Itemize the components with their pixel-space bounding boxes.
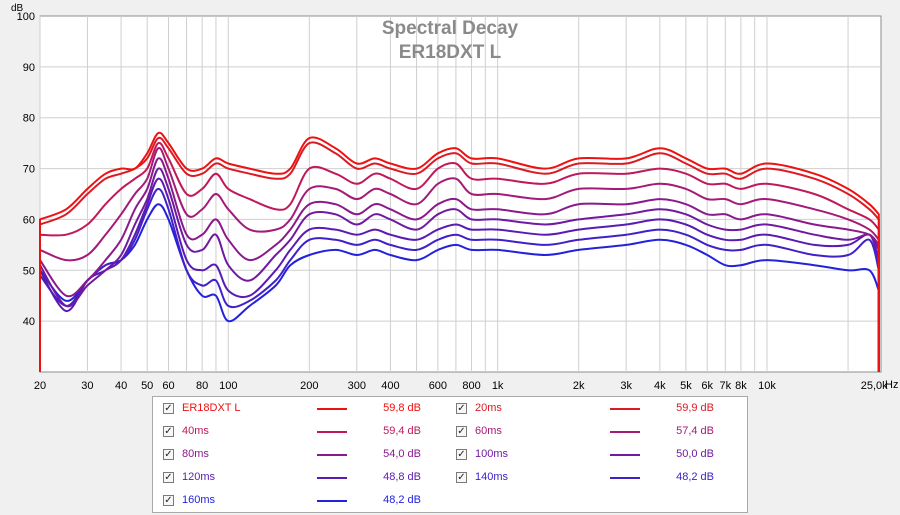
legend-entry: ✓ 120ms 48,8 dB bbox=[163, 470, 433, 486]
y-axis-unit-label: dB bbox=[11, 3, 24, 14]
legend-series-name: 100ms bbox=[475, 448, 509, 460]
legend-entry: ✓ 20ms 59,9 dB bbox=[456, 401, 726, 417]
series-line-60ms bbox=[39, 147, 880, 372]
legend-line-swatch bbox=[317, 500, 347, 502]
legend-checkbox[interactable]: ✓ bbox=[456, 403, 467, 414]
x-axis-ticks: 20 30 40 50 60 80 100 200 300 400 600 800 1k 2k 3k 4k 5k… bbox=[34, 380, 888, 392]
legend-checkbox[interactable]: ✓ bbox=[163, 472, 174, 483]
x-tick-label: 6k bbox=[701, 380, 713, 392]
legend-line-swatch bbox=[317, 454, 347, 456]
legend-line-swatch bbox=[317, 408, 347, 410]
legend-series-name: ER18DXT L bbox=[182, 402, 241, 414]
chart-title: Spectral Decay bbox=[382, 18, 519, 39]
x-tick-label: 600 bbox=[429, 380, 447, 392]
legend-checkbox[interactable]: ✓ bbox=[163, 403, 174, 414]
x-tick-label: 3k bbox=[620, 380, 632, 392]
x-tick-label: 300 bbox=[348, 380, 366, 392]
legend-series-value: 48,2 dB bbox=[676, 471, 714, 483]
x-tick-label: 2k bbox=[573, 380, 585, 392]
y-tick-label: 70 bbox=[23, 164, 35, 176]
legend-series-value: 59,4 dB bbox=[383, 425, 421, 437]
x-tick-label: 10k bbox=[758, 380, 776, 392]
series-line-80ms bbox=[39, 157, 880, 372]
series-line-40ms bbox=[39, 141, 880, 372]
legend-series-value: 59,9 dB bbox=[676, 402, 714, 414]
x-tick-label: 1k bbox=[492, 380, 504, 392]
legend-entry: ✓ 100ms 50,0 dB bbox=[456, 447, 726, 463]
legend-series-name: 160ms bbox=[182, 494, 216, 506]
legend-series-name: 60ms bbox=[475, 425, 502, 437]
series-line-160ms bbox=[39, 203, 880, 372]
x-tick-label: 4k bbox=[654, 380, 666, 392]
legend-line-swatch bbox=[610, 477, 640, 479]
x-tick-label: 60 bbox=[162, 380, 174, 392]
x-tick-label: 400 bbox=[381, 380, 399, 392]
legend-checkbox[interactable]: ✓ bbox=[456, 472, 467, 483]
legend-series-name: 40ms bbox=[182, 425, 209, 437]
legend-series-name: 120ms bbox=[182, 471, 216, 483]
y-tick-label: 90 bbox=[23, 62, 35, 74]
legend-checkbox[interactable]: ✓ bbox=[163, 495, 174, 506]
legend-line-swatch bbox=[317, 477, 347, 479]
legend-series-name: 140ms bbox=[475, 471, 509, 483]
legend-entry: ✓ ER18DXT L 59,8 dB bbox=[163, 401, 433, 417]
spectral-decay-chart: 20 30 40 50 60 80 100 200 300 400 600 800 1k 2k 3k 4k 5k… bbox=[11, 3, 898, 392]
legend-checkbox[interactable]: ✓ bbox=[163, 449, 174, 460]
legend-series-name: 80ms bbox=[182, 448, 209, 460]
series-line-100ms bbox=[39, 167, 880, 372]
legend-series-value: 59,8 dB bbox=[383, 402, 421, 414]
legend: ✓ ER18DXT L 59,8 dB ✓ 20ms 59,9 dB ✓ 40ms 59,4 d… bbox=[152, 396, 748, 513]
legend-series-value: 54,0 dB bbox=[383, 448, 421, 460]
legend-entry: ✓ 60ms 57,4 dB bbox=[456, 424, 726, 440]
series-line-20ms bbox=[39, 136, 880, 372]
legend-line-swatch bbox=[610, 454, 640, 456]
x-tick-label: 80 bbox=[196, 380, 208, 392]
x-tick-label: 25,0k bbox=[861, 380, 888, 392]
series-line-140ms bbox=[39, 187, 880, 372]
legend-line-swatch bbox=[317, 431, 347, 433]
legend-entry: ✓ 40ms 59,4 dB bbox=[163, 424, 433, 440]
x-tick-label: 8k bbox=[735, 380, 747, 392]
x-tick-label: 40 bbox=[115, 380, 127, 392]
legend-entry: ✓ 80ms 54,0 dB bbox=[163, 447, 433, 463]
x-tick-label: 20 bbox=[34, 380, 46, 392]
y-tick-label: 50 bbox=[23, 265, 35, 277]
y-tick-label: 80 bbox=[23, 113, 35, 125]
x-tick-label: 30 bbox=[81, 380, 93, 392]
legend-entry: ✓ 160ms 48,2 dB bbox=[163, 493, 433, 509]
x-tick-label: 5k bbox=[680, 380, 692, 392]
legend-series-value: 50,0 dB bbox=[676, 448, 714, 460]
legend-series-value: 48,2 dB bbox=[383, 494, 421, 506]
x-tick-label: 800 bbox=[462, 380, 480, 392]
x-tick-label: 7k bbox=[719, 380, 731, 392]
legend-checkbox[interactable]: ✓ bbox=[456, 449, 467, 460]
legend-series-value: 57,4 dB bbox=[676, 425, 714, 437]
legend-line-swatch bbox=[610, 408, 640, 410]
legend-line-swatch bbox=[610, 431, 640, 433]
legend-series-value: 48,8 dB bbox=[383, 471, 421, 483]
series-lines bbox=[39, 131, 880, 372]
y-tick-label: 40 bbox=[23, 316, 35, 328]
legend-series-name: 20ms bbox=[475, 402, 502, 414]
y-tick-label: 100 bbox=[17, 11, 35, 23]
legend-entry: ✓ 140ms 48,2 dB bbox=[456, 470, 726, 486]
x-tick-label: 100 bbox=[219, 380, 237, 392]
legend-checkbox[interactable]: ✓ bbox=[163, 426, 174, 437]
x-axis-unit-label: Hz bbox=[885, 379, 898, 391]
legend-checkbox[interactable]: ✓ bbox=[456, 426, 467, 437]
x-tick-label: 200 bbox=[300, 380, 318, 392]
y-axis-ticks: 40 50 60 70 80 90 100 bbox=[17, 11, 35, 328]
y-tick-label: 60 bbox=[23, 214, 35, 226]
series-line-er18dxt-l bbox=[39, 131, 880, 372]
x-tick-label: 50 bbox=[141, 380, 153, 392]
chart-subtitle: ER18DXT L bbox=[399, 42, 502, 63]
series-line-120ms bbox=[39, 177, 880, 372]
